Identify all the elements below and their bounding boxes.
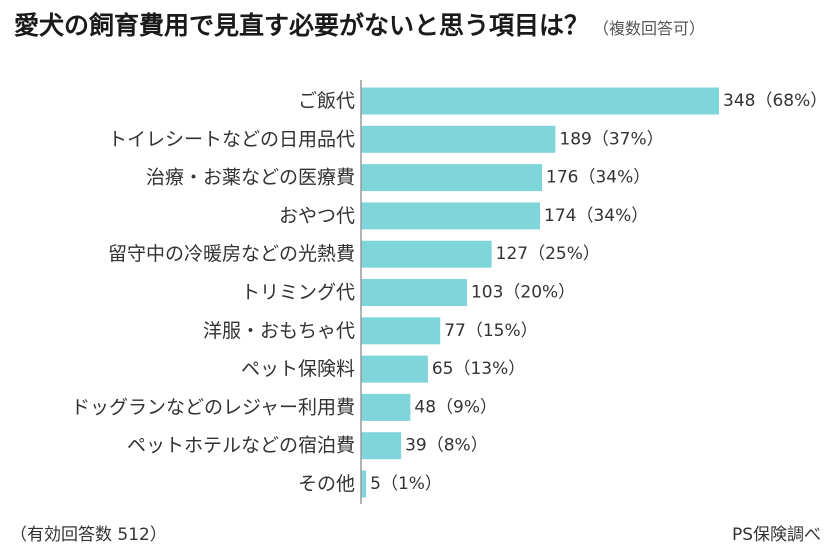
chart-title: 愛犬の飼育費用で見直す必要がないと思う項目は？ (14, 11, 590, 40)
value-label: 48（9%） (414, 397, 497, 417)
value-label: 127（25%） (496, 244, 600, 264)
value-label: 65（13%） (432, 359, 525, 379)
value-label: 77（15%） (444, 321, 537, 341)
bar-4 (361, 240, 492, 268)
bars-group (361, 87, 719, 498)
category-label: ペットホテルなどの宿泊費 (127, 435, 355, 457)
category-label: ドッグランなどのレジャー利用費 (71, 396, 355, 418)
category-label: トリミング代 (241, 282, 355, 304)
bar-2 (361, 164, 543, 192)
value-label: 176（34%） (546, 168, 650, 188)
source-credit: PS保険調べ (731, 525, 821, 545)
bar-3 (361, 202, 540, 230)
bar-1 (361, 125, 556, 153)
value-label: 5（1%） (370, 474, 442, 494)
value-label: 348（68%） (723, 91, 827, 111)
bar-7 (361, 355, 428, 383)
bar-0 (361, 87, 719, 115)
category-label: 洋服・おもちゃ代 (203, 320, 355, 342)
category-label: 留守中の冷暖房などの光熱費 (108, 243, 355, 265)
value-label: 189（37%） (559, 129, 663, 149)
value-labels-group: 348（68%） 189（37%） 176（34%） 174（34%） 127（25%）… (370, 91, 827, 494)
category-label: ご飯代 (298, 90, 355, 112)
category-labels-group: ご飯代トイレシートなどの日用品代治療・お薬などの医療費おやつ代留守中の冷暖房など… (71, 90, 355, 495)
category-label: その他 (298, 473, 355, 495)
value-label: 39（8%） (405, 436, 488, 456)
category-label: ペット保険料 (241, 358, 355, 380)
bar-5 (361, 279, 467, 306)
value-label: 174（34%） (544, 206, 648, 226)
category-label: おやつ代 (279, 205, 355, 227)
value-label: 103（20%） (471, 283, 575, 303)
chart-title-row: 愛犬の飼育費用で見直す必要がないと思う項目は？ （複数回答可） (14, 6, 824, 42)
bar-9 (361, 432, 402, 460)
respondents-note: （有効回答数 512） (10, 525, 167, 545)
category-label: 治療・お薬などの医療費 (146, 167, 355, 189)
chart-subtitle: （複数回答可） (593, 19, 706, 38)
bar-8 (361, 393, 411, 421)
bar-6 (361, 317, 441, 345)
bar-10 (361, 470, 367, 498)
category-label: トイレシートなどの日用品代 (108, 128, 355, 150)
